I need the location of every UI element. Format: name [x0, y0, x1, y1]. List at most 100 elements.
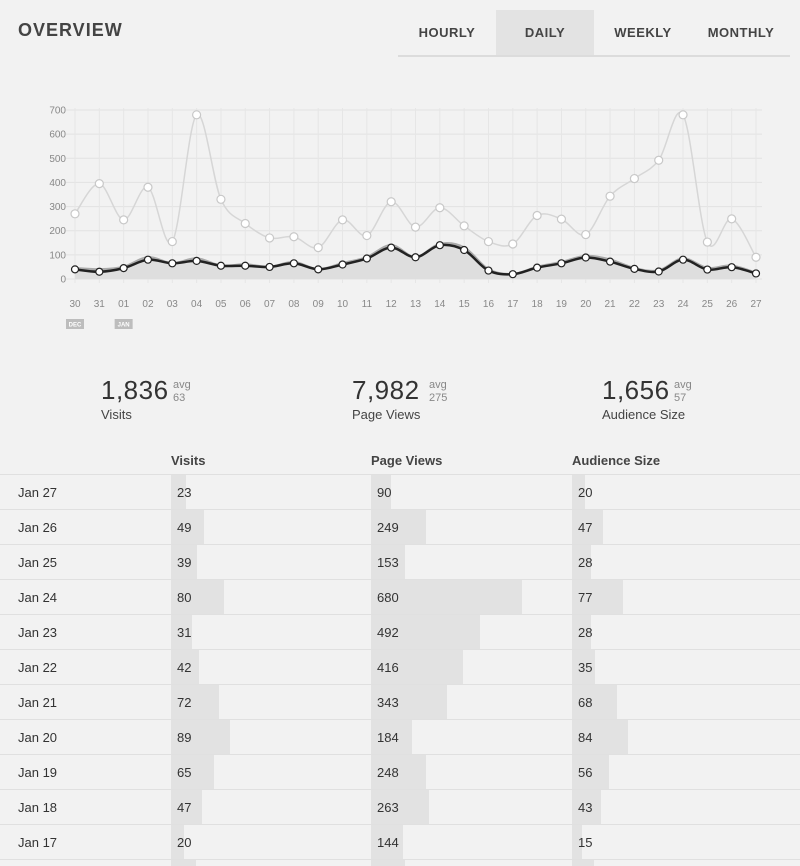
x-tick-label: 04 [191, 299, 203, 310]
summary-visits-avg-value: 63 [173, 392, 186, 404]
data-point [751, 269, 761, 278]
x-tick-label: 15 [459, 299, 471, 310]
x-tick-label: 17 [507, 299, 519, 310]
table-row[interactable]: Jan 23 31 492 28 [0, 614, 800, 649]
cell-page-views: 90 [371, 475, 571, 509]
tab-weekly[interactable]: WEEKLY [614, 25, 672, 40]
cell-page-views: 343 [371, 685, 571, 719]
month-badge-label: JAN [118, 323, 130, 329]
table-row[interactable]: Jan 18 47 263 43 [0, 789, 800, 824]
table-row[interactable]: Jan 24 80 680 77 [0, 579, 800, 614]
x-tick-label: 02 [142, 299, 154, 310]
data-point [119, 215, 129, 225]
value-bar [572, 545, 591, 579]
value-bar [171, 790, 202, 824]
x-tick-label: 19 [556, 299, 568, 310]
summary-page-views-label: Page Views [352, 407, 421, 422]
x-tick-label: 31 [94, 299, 106, 310]
time-range-tabs: HOURLY DAILY WEEKLY MONTHLY [398, 10, 790, 57]
cell-value: 492 [377, 625, 399, 640]
table-row[interactable]: Jan 27 23 90 20 [0, 474, 800, 509]
summary-audience-total: 1,656 [602, 375, 670, 405]
cell-value: 680 [377, 590, 399, 605]
x-tick-label: 12 [386, 299, 398, 310]
cell-visits: 47 [171, 790, 371, 824]
table-row[interactable]: Jan 20 89 184 84 [0, 719, 800, 754]
cell-visits: 38 [171, 860, 371, 866]
x-tick-label: 08 [288, 299, 300, 310]
table-row[interactable]: Jan 19 65 248 56 [0, 754, 800, 789]
table-row[interactable]: Jan 22 42 416 35 [0, 649, 800, 684]
data-point [751, 252, 761, 262]
row-date: Jan 17 [18, 835, 58, 850]
data-point [678, 110, 688, 120]
row-date: Jan 23 [18, 625, 58, 640]
cell-visits: 42 [171, 650, 371, 684]
cell-audience: 43 [572, 790, 772, 824]
data-point [241, 261, 250, 270]
summary-page-views-avg-value: 275 [429, 392, 448, 404]
data-point [95, 267, 104, 276]
column-header-page-views[interactable]: Page Views [371, 453, 443, 468]
x-tick-label: 24 [677, 299, 689, 310]
data-point [314, 265, 323, 274]
y-tick-label: 0 [60, 275, 66, 286]
y-tick-label: 400 [49, 178, 66, 189]
data-point [338, 260, 347, 269]
cell-value: 72 [177, 695, 192, 710]
tab-monthly[interactable]: MONTHLY [707, 25, 775, 40]
value-bar [171, 755, 214, 789]
value-bar [572, 825, 582, 859]
cell-page-views: 248 [371, 755, 571, 789]
cell-value: 43 [578, 800, 593, 815]
cell-audience: 47 [572, 510, 772, 544]
data-point [362, 230, 372, 241]
data-point [337, 215, 348, 225]
data-point [216, 194, 226, 204]
data-point [216, 261, 226, 270]
cell-value: 343 [377, 695, 399, 710]
data-point [264, 233, 275, 243]
column-header-visits[interactable]: Visits [171, 453, 206, 468]
summary-audience-avg-value: 57 [674, 392, 687, 404]
table-row[interactable]: Jan 21 72 343 68 [0, 684, 800, 719]
summary-page-views-avg: avg 275 [429, 379, 447, 405]
value-bar [171, 720, 230, 754]
cell-audience: 20 [572, 475, 772, 509]
table-row[interactable]: Jan 26 49 249 47 [0, 509, 800, 544]
tab-daily[interactable]: DAILY [496, 10, 594, 55]
row-date: Jan 18 [18, 800, 58, 815]
cell-value: 15 [578, 835, 593, 850]
table-row[interactable]: Jan 163815533 [0, 859, 800, 866]
value-bar [171, 650, 199, 684]
cell-value: 35 [578, 660, 593, 675]
value-bar [572, 650, 595, 684]
column-header-audience[interactable]: Audience Size [572, 453, 661, 468]
cell-value: 68 [578, 695, 593, 710]
cell-value: 56 [578, 765, 593, 780]
value-bar [371, 580, 522, 614]
cell-audience: 68 [572, 685, 772, 719]
x-tick-label: 06 [240, 299, 252, 310]
value-bar [371, 790, 429, 824]
data-point [508, 270, 517, 279]
data-point [484, 266, 493, 275]
cell-page-views: 249 [371, 510, 571, 544]
table-row[interactable]: Jan 17 20 144 15 [0, 824, 800, 859]
cell-value: 20 [578, 485, 593, 500]
summary-page-views-avg-label: avg [429, 379, 447, 391]
cell-audience: 35 [572, 650, 772, 684]
summary-audience-avg-label: avg [674, 379, 692, 391]
data-point [435, 241, 444, 250]
cell-page-views: 184 [371, 720, 571, 754]
data-point [410, 222, 421, 232]
cell-value: 90 [377, 485, 392, 500]
x-tick-label: 14 [434, 299, 446, 310]
tab-hourly[interactable]: HOURLY [418, 25, 476, 40]
value-bar [171, 615, 192, 649]
table-row[interactable]: Jan 25 39 153 28 [0, 544, 800, 579]
x-tick-label: 03 [167, 299, 179, 310]
data-point [411, 253, 420, 262]
value-bar [371, 755, 426, 789]
data-point [533, 263, 542, 272]
